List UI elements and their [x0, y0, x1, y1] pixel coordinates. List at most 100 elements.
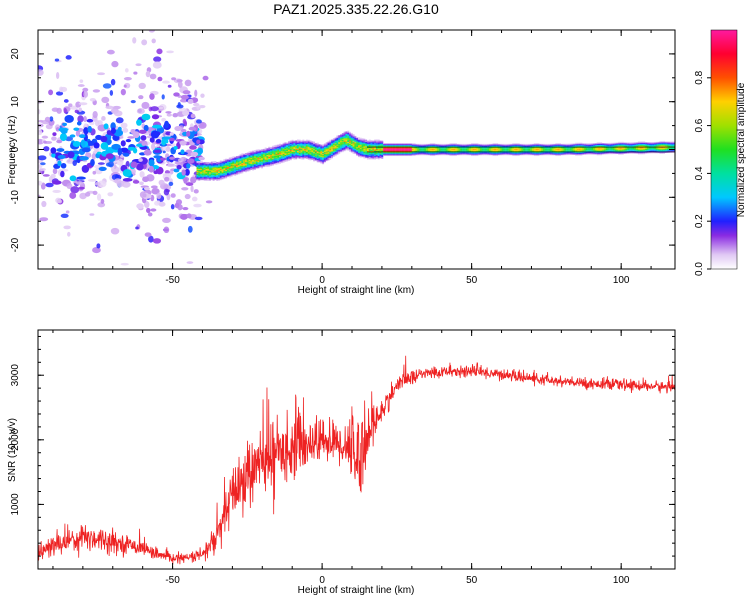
spectrogram-cell	[200, 179, 203, 181]
spectrogram-cell	[136, 163, 144, 171]
spectrogram-cell	[519, 152, 522, 154]
spectrogram-cell	[510, 154, 513, 156]
spectrogram-cell	[201, 174, 204, 175]
spectrogram-cell	[334, 144, 337, 146]
spectrogram-cell	[366, 148, 369, 150]
spectrogram-cell	[584, 150, 587, 152]
spectrogram-cell	[359, 155, 362, 157]
spectrogram-cell	[524, 144, 527, 146]
spectrogram-cell	[632, 144, 635, 146]
spectrogram-cell	[309, 152, 312, 154]
spectrogram-cell	[609, 147, 612, 149]
spectrogram-cell	[411, 143, 414, 145]
spectrogram-cell	[415, 152, 418, 154]
spectrogram-cell	[243, 162, 246, 164]
spectrogram-cell	[338, 139, 341, 141]
spectrogram-cell	[186, 213, 192, 219]
spectrogram-cell	[221, 164, 224, 166]
spectrogram-cell	[62, 122, 67, 127]
spectrogram-cell	[515, 149, 518, 151]
spectrogram-cell	[295, 147, 298, 149]
spectrogram-cell	[596, 144, 599, 146]
spectrogram-cell	[429, 150, 432, 152]
spectrogram-cell	[295, 150, 298, 152]
spectrogram-cell	[596, 144, 599, 145]
spectrogram-cell	[203, 178, 206, 180]
spectrogram-cell	[302, 152, 305, 154]
spectrogram-cell	[201, 172, 204, 174]
spectrogram-cell	[634, 149, 637, 151]
spectrogram-cell	[268, 161, 271, 163]
spectrogram-cell	[298, 144, 301, 146]
spectrogram-cell	[506, 147, 509, 149]
spectrogram-cell	[379, 149, 382, 151]
spectrogram-cell	[243, 158, 246, 160]
spectrogram-cell	[603, 153, 606, 155]
spectrogram-cell	[152, 238, 162, 244]
spectrogram-cell	[92, 89, 101, 93]
spectrogram-cell	[496, 147, 499, 149]
spectrogram-cell	[329, 158, 332, 160]
spectrogram-cell	[341, 146, 344, 147]
spectrogram-cell	[560, 147, 563, 149]
spectrogram-cell	[374, 153, 377, 155]
spectrogram-cell	[209, 169, 212, 171]
spectrogram-cell	[325, 145, 328, 147]
spectrogram-cell	[209, 162, 212, 164]
spectrogram-cell	[444, 145, 447, 147]
spectrogram-cell	[253, 151, 256, 153]
spectrogram-cell	[246, 158, 249, 160]
spectrogram-cell	[621, 152, 624, 154]
spectrogram-cell	[309, 150, 312, 152]
spectrogram-cell	[232, 169, 235, 171]
spectrogram-cell	[244, 161, 247, 163]
spectrogram-cell	[424, 150, 427, 152]
spectrogram-cell	[237, 165, 240, 167]
spectrogram-cell	[325, 157, 328, 159]
spectrogram-cell	[219, 175, 222, 177]
spectrogram-cell	[487, 149, 490, 151]
spectrogram-cell	[288, 141, 290, 143]
spectrogram-cell	[541, 144, 543, 146]
spectrogram-cell	[429, 148, 432, 150]
spectrogram-cell	[374, 157, 377, 159]
spectrogram-cell	[401, 147, 404, 149]
spectrogram-cell	[200, 162, 203, 164]
spectrogram-cell	[198, 165, 201, 167]
spectrogram-cell	[429, 149, 432, 151]
spectrogram-cell	[193, 102, 200, 107]
spectrogram-cell	[266, 154, 269, 156]
spectrogram-cell	[372, 143, 375, 145]
spectrogram-cell	[363, 152, 366, 154]
spectrogram-cell	[282, 145, 285, 147]
spectrogram-cell	[533, 143, 536, 145]
spectrogram-cell	[174, 161, 182, 165]
spectrogram-cell	[343, 137, 346, 139]
spectrogram-cell	[228, 164, 231, 166]
spectrogram-cell	[539, 144, 542, 146]
spectrogram-cell	[325, 147, 328, 149]
spectrogram-cell	[442, 145, 445, 147]
spectrogram-cell	[159, 157, 167, 161]
spectrogram-cell	[589, 149, 592, 151]
spectrogram-cell	[639, 153, 642, 155]
spectrogram-cell	[298, 148, 301, 150]
spectrogram-cell	[221, 171, 224, 173]
spectrogram-cell	[227, 164, 229, 166]
spectrogram-cell	[381, 145, 384, 147]
spectrogram-cell	[198, 172, 201, 174]
spectrogram-cell	[214, 167, 217, 169]
spectrogram-cell	[198, 175, 201, 177]
spectrogram-cell	[605, 145, 608, 147]
spectrogram-cell	[546, 149, 549, 151]
spectrogram-cell	[404, 148, 407, 150]
spectrogram-cell	[252, 166, 255, 168]
spectrogram-cell	[566, 147, 569, 149]
spectrogram-cell	[198, 174, 201, 175]
spectrogram-cell	[54, 58, 60, 62]
spectrogram-cell	[327, 142, 330, 144]
spectrogram-cell	[198, 177, 201, 179]
spectrogram-cell	[422, 143, 425, 145]
spectrogram-cell	[241, 168, 244, 170]
